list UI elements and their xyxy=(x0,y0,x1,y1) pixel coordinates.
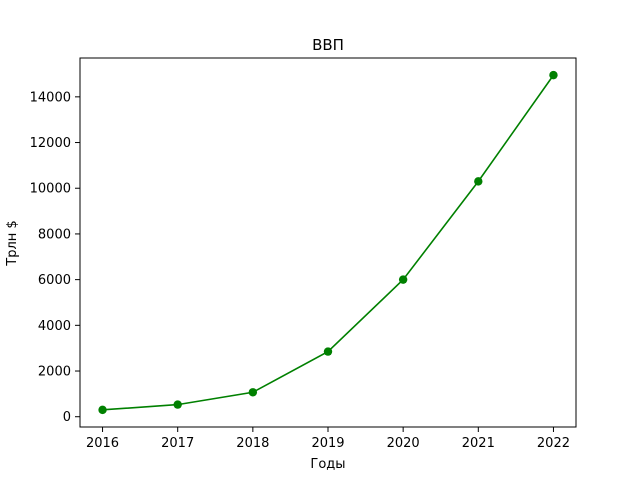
x-tick-label: 2019 xyxy=(311,436,344,451)
x-tick-label: 2022 xyxy=(537,436,570,451)
x-tick-label: 2018 xyxy=(236,436,269,451)
plot-area: 0 2000 4000 6000 8000 10000 12000 14000 2016 2017… xyxy=(30,57,577,451)
x-tick-label: 2020 xyxy=(387,436,420,451)
y-axis-label: Трлн $ xyxy=(5,220,20,266)
data-point xyxy=(549,70,558,80)
chart-title: ВВП xyxy=(312,36,344,54)
y-tick-label: 6000 xyxy=(38,273,71,288)
y-tick-label: 12000 xyxy=(30,136,71,151)
x-tick-label: 2017 xyxy=(161,436,194,451)
data-point xyxy=(98,405,107,415)
data-point xyxy=(398,275,408,284)
data-point xyxy=(474,177,483,186)
y-tick-label: 4000 xyxy=(38,319,71,334)
y-tick-label: 8000 xyxy=(38,227,71,242)
data-point xyxy=(173,400,182,409)
y-tick-label: 2000 xyxy=(38,365,71,380)
data-point xyxy=(323,347,333,356)
x-tick-label: 2016 xyxy=(86,436,119,451)
data-point xyxy=(248,388,258,397)
x-axis-label: Годы xyxy=(310,457,345,472)
y-tick-label: 0 xyxy=(63,410,71,425)
y-tick-label: 14000 xyxy=(30,90,71,105)
x-tick-label: 2021 xyxy=(462,436,495,451)
y-tick-label: 10000 xyxy=(30,182,71,197)
